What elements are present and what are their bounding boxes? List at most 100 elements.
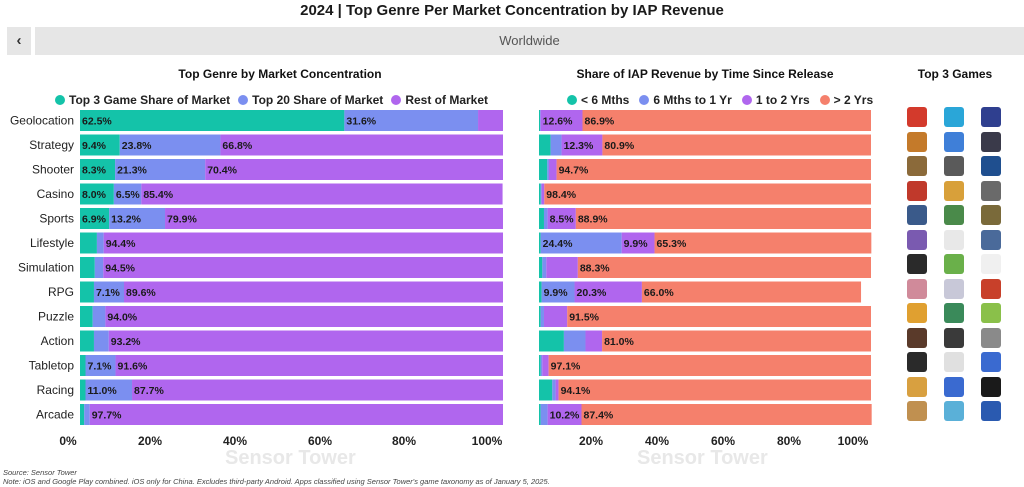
game-icon[interactable] <box>981 278 1001 299</box>
data-label: 91.5% <box>569 312 599 324</box>
game-icon[interactable] <box>907 229 927 250</box>
data-label: 81.0% <box>604 336 634 348</box>
game-icon[interactable] <box>907 352 927 372</box>
game-icon[interactable] <box>944 180 964 201</box>
game-icon[interactable] <box>981 376 1001 397</box>
game-icon[interactable] <box>907 131 927 152</box>
game-icon[interactable] <box>944 205 964 225</box>
data-label: 85.4% <box>143 189 173 201</box>
game-icon[interactable] <box>907 205 927 225</box>
data-label: 97.7% <box>92 410 122 422</box>
bar-segment <box>541 183 545 205</box>
left-legend: Top 3 Game Share of Market Top 20 Share … <box>55 93 488 107</box>
bar-segment <box>92 306 106 327</box>
game-icon[interactable] <box>981 254 1001 274</box>
bar-segment <box>552 379 556 401</box>
bar-segment <box>546 257 578 278</box>
game-icon[interactable] <box>944 107 964 127</box>
game-icon[interactable] <box>907 278 927 299</box>
bar-segment <box>94 257 104 278</box>
x-tick-label: 80% <box>777 434 801 448</box>
legend-dot <box>741 95 752 105</box>
game-icon[interactable] <box>944 376 964 397</box>
game-icon[interactable] <box>907 180 927 201</box>
bar-segment <box>478 110 503 131</box>
game-icon[interactable] <box>981 327 1001 348</box>
game-icon[interactable] <box>981 131 1001 152</box>
game-icon[interactable] <box>907 327 927 348</box>
bar-segment <box>85 355 116 376</box>
legend-label: Top 3 Game Share of Market <box>69 93 231 107</box>
game-icon[interactable] <box>944 278 964 299</box>
game-icon[interactable] <box>944 156 964 176</box>
x-tick-label: 20% <box>138 434 162 448</box>
game-icon[interactable] <box>944 229 964 250</box>
game-icon[interactable] <box>981 352 1001 372</box>
data-label: 20.3% <box>577 287 607 299</box>
game-icon[interactable] <box>907 107 927 127</box>
game-icon[interactable] <box>981 401 1001 421</box>
data-label: 87.4% <box>583 410 613 422</box>
bar-segment <box>105 306 503 327</box>
game-icon[interactable] <box>981 180 1001 201</box>
bar-segment <box>555 379 559 401</box>
region-selector[interactable]: Worldwide <box>35 27 1024 55</box>
bar-segment <box>132 379 504 401</box>
data-label: 89.6% <box>126 287 156 299</box>
bar-segment <box>80 379 86 401</box>
game-icon[interactable] <box>907 303 927 323</box>
game-icon[interactable] <box>944 303 964 323</box>
category-label: RPG <box>48 285 74 299</box>
back-button[interactable]: ‹ <box>7 27 31 55</box>
data-label: 7.1% <box>87 361 112 373</box>
data-label: 12.3% <box>564 140 594 152</box>
game-icon[interactable] <box>981 107 1001 127</box>
data-label: 88.9% <box>578 214 608 226</box>
x-tick-label: 40% <box>223 434 247 448</box>
bar-segment <box>80 330 94 352</box>
game-icon[interactable] <box>907 401 927 421</box>
category-label: Geolocation <box>10 114 74 128</box>
bar-segment <box>103 257 503 278</box>
data-label: 87.7% <box>134 385 164 397</box>
game-icon[interactable] <box>981 303 1001 323</box>
game-icon[interactable] <box>944 401 964 421</box>
data-label: 94.7% <box>559 165 589 177</box>
game-icon[interactable] <box>981 156 1001 176</box>
legend-dot <box>391 95 402 105</box>
bar-segment <box>80 306 93 327</box>
bar-segment <box>602 330 871 352</box>
bar-segment <box>539 110 540 131</box>
game-icon[interactable] <box>981 229 1001 250</box>
category-label: Shooter <box>32 163 74 177</box>
bar-segment <box>654 232 872 254</box>
bar-segment <box>544 183 871 205</box>
bar-segment <box>80 355 86 376</box>
game-icon[interactable] <box>907 254 927 274</box>
game-icon[interactable] <box>944 327 964 348</box>
data-label: 94.1% <box>561 385 591 397</box>
bar-segment <box>621 232 655 254</box>
game-icon[interactable] <box>944 352 964 372</box>
data-label: 62.5% <box>82 116 112 128</box>
bar-segment <box>539 208 544 229</box>
bar-segment <box>108 330 503 352</box>
category-label: Strategy <box>29 138 74 152</box>
game-icon[interactable] <box>981 205 1001 225</box>
bar-segment <box>93 281 124 303</box>
legend-item: Top 20 Share of Market <box>238 93 383 107</box>
game-icon[interactable] <box>944 131 964 152</box>
x-tick-label: 100% <box>838 434 869 448</box>
category-label: Simulation <box>18 261 74 275</box>
data-label: 21.3% <box>117 165 147 177</box>
game-icon[interactable] <box>944 254 964 274</box>
legend-item: Top 3 Game Share of Market <box>55 93 230 107</box>
bar-segment <box>539 232 541 254</box>
data-label: 6.9% <box>82 214 107 226</box>
game-icon[interactable] <box>907 376 927 397</box>
game-icon[interactable] <box>907 156 927 176</box>
bar-segment <box>80 281 94 303</box>
bar-segment <box>220 134 503 156</box>
data-label: 98.4% <box>546 189 576 201</box>
bar-segment <box>80 110 345 131</box>
